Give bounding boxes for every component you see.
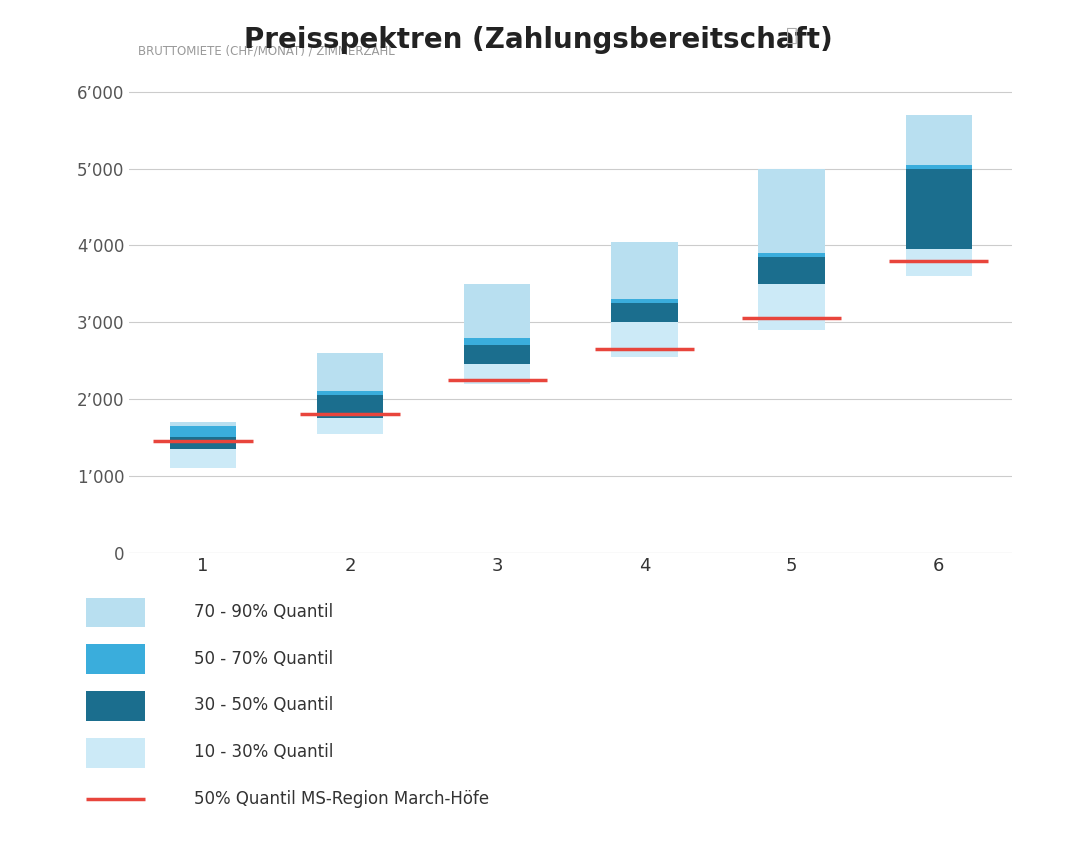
Text: 70 - 90% Quantil: 70 - 90% Quantil — [194, 603, 333, 621]
Text: 30 - 50% Quantil: 30 - 50% Quantil — [194, 696, 333, 715]
Text: ⓘ: ⓘ — [786, 26, 798, 44]
Bar — [170, 422, 236, 426]
Bar — [612, 299, 677, 303]
Bar — [758, 253, 825, 257]
Bar — [906, 249, 971, 276]
Bar — [170, 426, 236, 438]
Text: 10 - 30% Quantil: 10 - 30% Quantil — [194, 743, 333, 762]
Text: Preisspektren (Zahlungsbereitschaft): Preisspektren (Zahlungsbereitschaft) — [244, 26, 833, 54]
Bar — [906, 115, 971, 165]
Bar — [464, 365, 530, 383]
Text: BRUTTOMIETE (CHF/MONAT) / ZIMMERZAHL: BRUTTOMIETE (CHF/MONAT) / ZIMMERZAHL — [138, 44, 395, 58]
Bar — [464, 284, 530, 337]
Bar — [906, 165, 971, 168]
Bar — [317, 353, 383, 391]
Bar — [758, 168, 825, 253]
Bar — [170, 438, 236, 449]
Bar — [758, 284, 825, 330]
Text: 50 - 70% Quantil: 50 - 70% Quantil — [194, 649, 333, 668]
Bar — [906, 168, 971, 249]
Bar — [317, 418, 383, 434]
Bar — [464, 345, 530, 365]
Bar — [317, 395, 383, 418]
Text: 50% Quantil MS-Region March-Höfe: 50% Quantil MS-Region March-Höfe — [194, 790, 489, 808]
Bar — [758, 257, 825, 284]
Bar — [170, 449, 236, 468]
Bar — [464, 337, 530, 345]
Bar — [612, 303, 677, 322]
Bar — [317, 391, 383, 395]
Bar — [612, 322, 677, 357]
Bar — [612, 241, 677, 299]
